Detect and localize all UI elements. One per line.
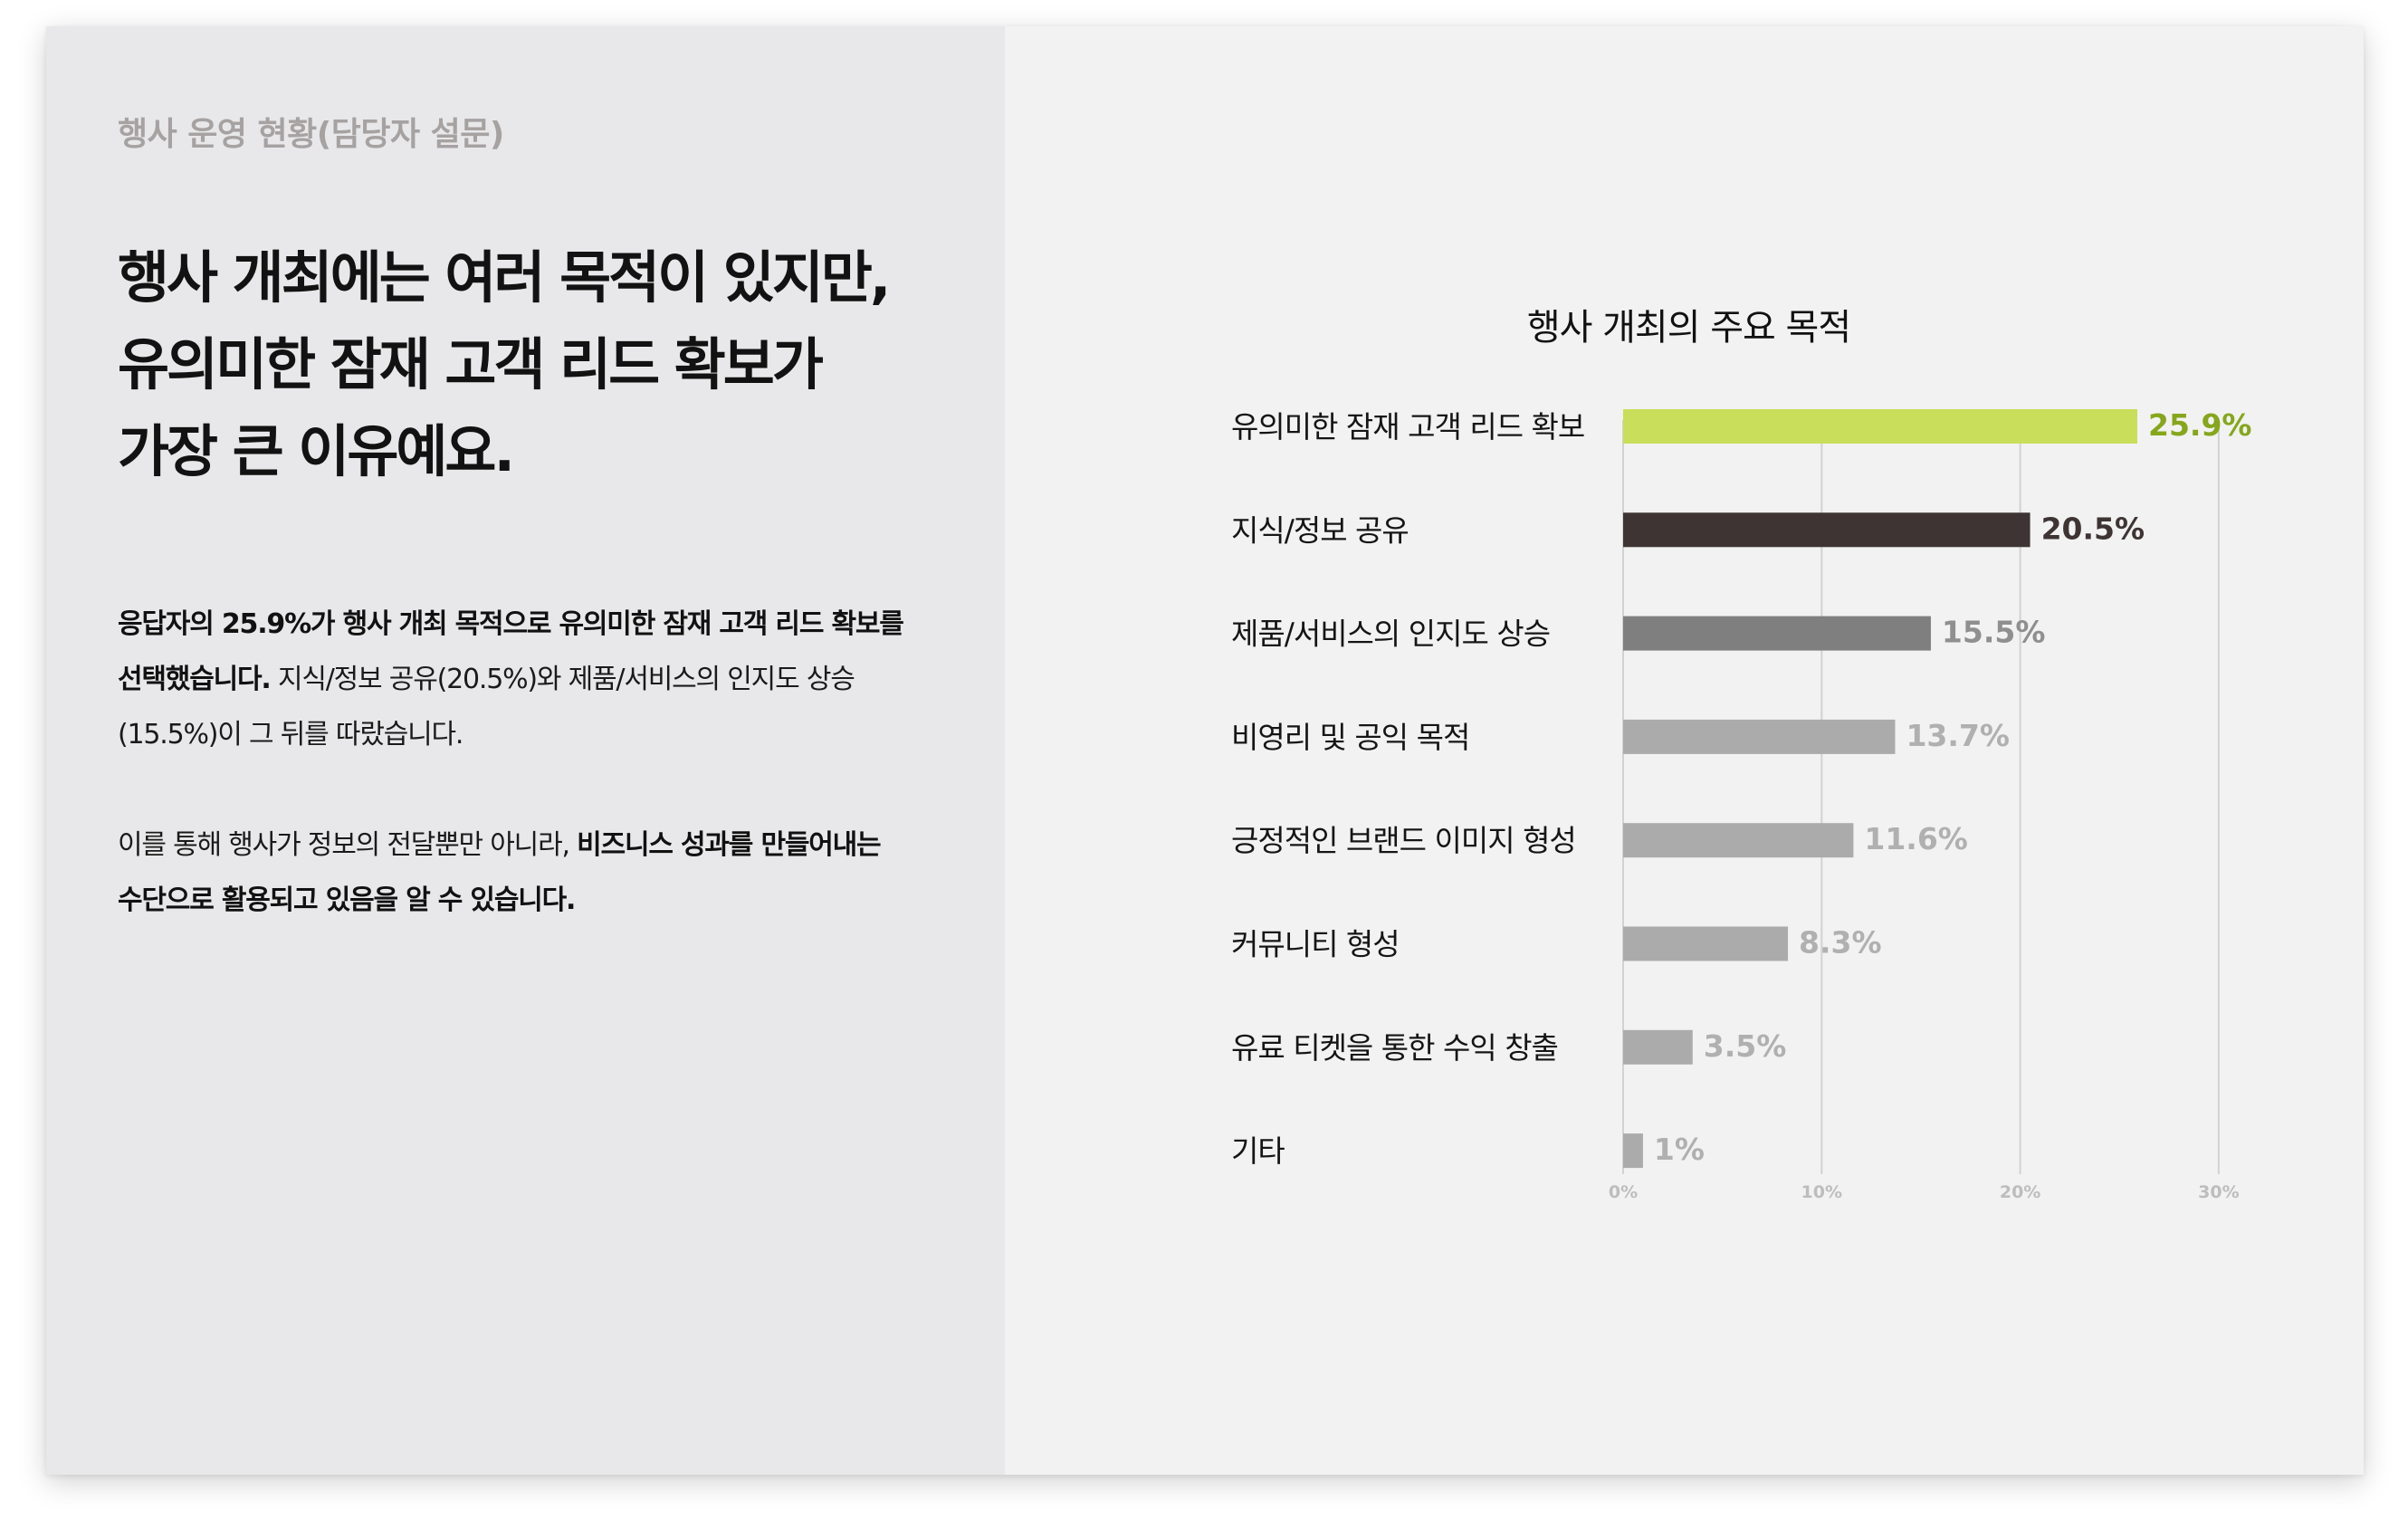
bar: [1623, 1133, 1643, 1169]
value-label: 1%: [1654, 1132, 1705, 1167]
headline-line: 유의미한 잠재 고객 리드 확보가: [118, 331, 824, 397]
bar: [1623, 823, 1854, 858]
bar: [1623, 616, 1931, 651]
bar: [1623, 719, 1896, 754]
left-panel: 행사 운영 현황(담당자 설문) 행사 개최에는 여러 목적이 있지만, 유의미…: [46, 26, 1005, 1475]
bar: [1623, 409, 2137, 444]
headline-line: 가장 큰 이유예요.: [118, 418, 515, 484]
bar: [1623, 926, 1789, 961]
value-label: 8.3%: [1799, 925, 1882, 961]
section-label: 행사 운영 현황(담당자 설문): [118, 116, 504, 153]
x-tick-label: 10%: [1801, 1182, 1842, 1202]
body-line: 선택했습니다. 지식/정보 공유(20.5%)와 제품/서비스의 인지도 상승: [118, 652, 987, 707]
paragraph-gap: [118, 762, 987, 817]
category-label: 유료 티켓을 통한 수익 창출: [1231, 1030, 1558, 1066]
category-label: 긍정적인 브랜드 이미지 형성: [1231, 823, 1576, 858]
chart-title: 행사 개최의 주요 목적: [1526, 307, 1851, 349]
category-label: 제품/서비스의 인지도 상승: [1231, 617, 1550, 652]
x-tick-label: 0%: [1609, 1182, 1638, 1202]
bar: [1623, 512, 2031, 548]
category-label: 커뮤니티 형성: [1231, 927, 1400, 962]
body-line: 이를 통해 행사가 정보의 전달뿐만 아니라, 비즈니스 성과를 만들어내는: [118, 817, 987, 873]
body-line: 응답자의 25.9%가 행사 개최 목적으로 유의미한 잠재 고객 리드 확보를: [118, 597, 987, 652]
value-label: 11.6%: [1864, 821, 1968, 856]
category-label: 유의미한 잠재 고객 리드 확보: [1231, 409, 1584, 444]
value-label: 13.7%: [1906, 718, 2010, 753]
value-label: 25.9%: [2148, 407, 2252, 443]
category-label: 기타: [1231, 1133, 1285, 1169]
x-tick-label: 20%: [2000, 1182, 2040, 1202]
x-tick-label: 30%: [2198, 1182, 2239, 1202]
category-label: 비영리 및 공익 목적: [1231, 720, 1469, 755]
headline: 행사 개최에는 여러 목적이 있지만, 유의미한 잠재 고객 리드 확보가 가장…: [118, 234, 987, 495]
body-bold-text: 응답자의 25.9%가 행사 개최 목적으로 유의미한 잠재 고객 리드 확보를: [118, 608, 904, 640]
category-label: 지식/정보 공유: [1231, 512, 1409, 548]
body-bold-text: 수단으로 활용되고 있음을 알 수 있습니다.: [118, 884, 576, 916]
body-text: 응답자의 25.9%가 행사 개최 목적으로 유의미한 잠재 고객 리드 확보를…: [118, 597, 987, 928]
body-plain-text: 지식/정보 공유(20.5%)와 제품/서비스의 인지도 상승: [270, 664, 855, 695]
value-label: 3.5%: [1704, 1028, 1787, 1064]
slide-page: 행사 운영 현황(담당자 설문) 행사 개최에는 여러 목적이 있지만, 유의미…: [46, 26, 2364, 1475]
body-line: (15.5%)이 그 뒤를 따랐습니다.: [118, 719, 463, 750]
headline-line: 행사 개최에는 여러 목적이 있지만,: [118, 244, 891, 311]
chart-panel: 행사 개최의 주요 목적 0% 10% 20% 30% 유의미한 잠재 고객 리드 확보…: [1005, 26, 2364, 1475]
body-bold-text: 비즈니스 성과를 만들어내는: [577, 829, 881, 861]
body-line: 수단으로 활용되고 있음을 알 수 있습니다.: [118, 873, 987, 928]
body-bold-text: 선택했습니다.: [118, 664, 272, 695]
value-label: 15.5%: [1942, 615, 2046, 650]
bar-chart: 0% 10% 20% 30% 유의미한 잠재 고객 리드 확보 25.9% 지식/정보 공유…: [1231, 407, 2252, 1202]
body-plain-text: 이를 통해 행사가 정보의 전달뿐만 아니라,: [118, 829, 578, 861]
value-label: 20.5%: [2041, 511, 2145, 546]
bar: [1623, 1029, 1693, 1065]
